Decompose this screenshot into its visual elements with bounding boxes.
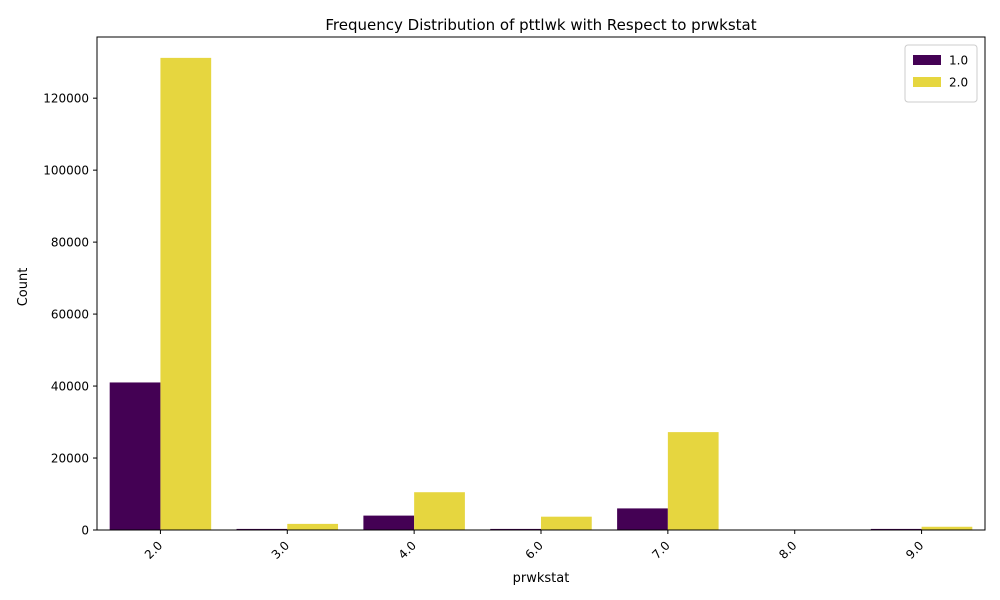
x-tick-label: 7.0 bbox=[649, 538, 672, 561]
bar-series-1.0-7.0 bbox=[617, 508, 668, 530]
legend: 1.0 2.0 bbox=[904, 44, 978, 103]
legend-swatch bbox=[913, 55, 941, 65]
legend-label: 1.0 bbox=[949, 54, 968, 68]
y-tick-label: 120000 bbox=[43, 92, 89, 106]
y-tick-label: 100000 bbox=[43, 164, 89, 178]
y-tick-label: 0 bbox=[81, 524, 89, 538]
y-tick-label: 20000 bbox=[51, 452, 89, 466]
bar-series-1.0-9.0 bbox=[870, 528, 922, 530]
bar-series-2.0-4.0 bbox=[414, 492, 465, 530]
x-tick-label: 6.0 bbox=[522, 538, 545, 561]
bar-series-2.0-7.0 bbox=[667, 432, 719, 530]
y-axis: 0 20000 40000 60000 80000 100000 120000 bbox=[43, 92, 97, 538]
plot-area bbox=[96, 36, 986, 531]
bar-series-2.0-6.0 bbox=[541, 516, 592, 530]
x-tick-label: 2.0 bbox=[142, 538, 165, 561]
legend-swatch bbox=[913, 77, 941, 87]
bar-series-2.0-3.0 bbox=[287, 523, 339, 530]
bar-series-2.0-2.0 bbox=[160, 57, 212, 531]
x-axis: 2.0 3.0 4.0 6.0 7.0 8.0 9.0 bbox=[142, 530, 926, 562]
y-tick-label: 80000 bbox=[51, 236, 89, 250]
plot-frame bbox=[96, 36, 986, 531]
x-axis-label: prwkstat bbox=[513, 571, 570, 586]
bar-series-1.0-4.0 bbox=[363, 515, 415, 530]
bar-series-2.0-9.0 bbox=[921, 526, 973, 530]
legend-label: 2.0 bbox=[949, 76, 968, 90]
y-tick-label: 40000 bbox=[51, 380, 89, 394]
chart-title: Frequency Distribution of pttlwk with Re… bbox=[325, 16, 756, 34]
bar-series-1.0-2.0 bbox=[109, 382, 161, 530]
y-axis-label: Count bbox=[16, 268, 31, 307]
bar-series-1.0-6.0 bbox=[490, 528, 541, 530]
y-tick-label: 60000 bbox=[51, 308, 89, 322]
x-tick-label: 9.0 bbox=[903, 538, 926, 561]
bar-series-1.0-3.0 bbox=[236, 528, 288, 530]
x-tick-label: 4.0 bbox=[396, 538, 419, 561]
x-tick-label: 8.0 bbox=[776, 538, 799, 561]
x-tick-label: 3.0 bbox=[269, 538, 292, 561]
